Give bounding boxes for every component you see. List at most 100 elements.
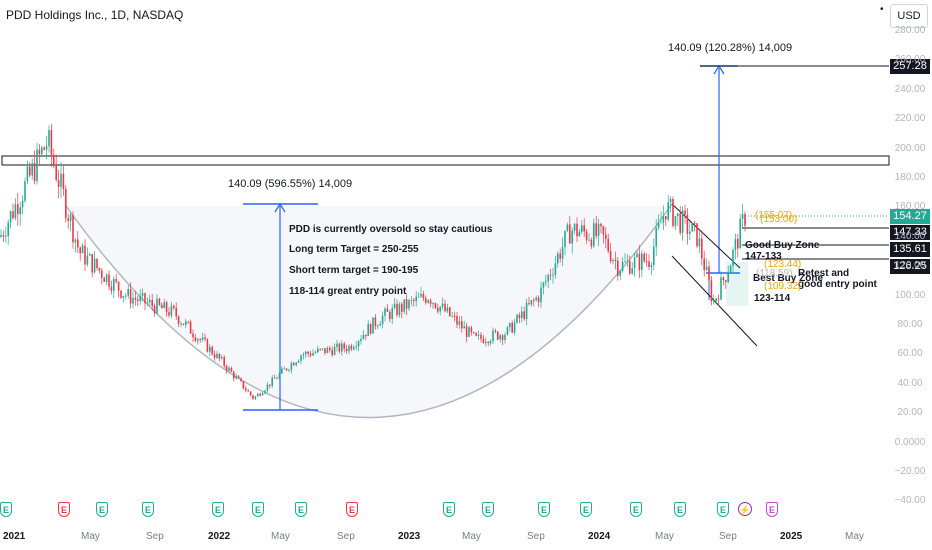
candle-body — [456, 316, 458, 325]
earnings-badge-icon[interactable]: E — [212, 502, 224, 517]
candle-body — [537, 297, 540, 303]
candle-body — [237, 376, 240, 379]
candle-body — [7, 222, 9, 237]
time-tick-label: May — [271, 531, 290, 542]
candle-body — [461, 321, 463, 329]
candle-body — [398, 304, 401, 316]
candle-body — [5, 236, 7, 237]
candle-body — [710, 280, 713, 302]
time-tick-label: 2024 — [588, 531, 611, 542]
candle-body — [38, 149, 41, 155]
candle-body — [389, 311, 391, 320]
candle-body — [547, 274, 549, 282]
earnings-badge-icon[interactable]: E — [630, 502, 642, 517]
candle-body — [264, 390, 266, 394]
retest-label-2: good entry point — [798, 279, 877, 290]
candle-body — [377, 325, 379, 327]
earnings-badge-icon[interactable]: E — [346, 502, 358, 517]
candle-body — [552, 274, 554, 276]
candle-body — [650, 264, 653, 267]
candle-body — [374, 317, 377, 327]
candle-body — [607, 238, 609, 252]
earnings-badge-icon[interactable]: E — [766, 502, 778, 517]
candle-body — [189, 321, 192, 334]
candle-body — [715, 298, 717, 301]
candle-body — [117, 281, 120, 291]
left-measure-label: 140.09 (596.55%) 14,009 — [228, 178, 353, 190]
candle-body — [341, 343, 343, 352]
best-buy-range-label: 123-114 — [754, 293, 791, 304]
earnings-badge-icon[interactable]: E — [443, 502, 455, 517]
price-tick-label: 260.00 — [894, 54, 926, 66]
candle-body — [129, 288, 132, 304]
candle-body — [653, 246, 655, 265]
price-tick-label: 140.00 — [894, 230, 926, 242]
candle-body — [511, 322, 513, 333]
candle-body — [336, 343, 338, 347]
candle-body — [485, 341, 487, 343]
candle-body — [168, 312, 170, 316]
earnings-badge-icon[interactable]: E — [295, 502, 307, 517]
price-tick-label: 40.00 — [897, 377, 923, 389]
earnings-badge-icon[interactable]: E — [482, 502, 494, 517]
candle-body — [86, 255, 89, 265]
earnings-badge-icon[interactable]: E — [96, 502, 108, 517]
candle-body — [480, 334, 482, 339]
candle-body — [192, 333, 194, 338]
candle-body — [492, 330, 494, 342]
candle-body — [297, 360, 300, 363]
candle-body — [593, 223, 595, 247]
candle-body — [233, 371, 235, 379]
candle-body — [417, 296, 420, 298]
earnings-badge-icon[interactable]: E — [674, 502, 686, 517]
earnings-badge-icon[interactable]: E — [142, 502, 154, 517]
menu-dot-icon[interactable]: • — [880, 4, 884, 15]
earnings-badge-icon[interactable]: E — [580, 502, 592, 517]
candle-body — [542, 282, 545, 288]
candle-body — [173, 305, 175, 308]
earnings-badge-icon[interactable]: E — [58, 502, 70, 517]
time-tick-label: May — [655, 531, 674, 542]
candle-body — [146, 302, 149, 304]
candle-body — [36, 149, 38, 182]
earnings-badge-icon[interactable]: E — [252, 502, 264, 517]
candle-body — [60, 173, 62, 187]
candle-body — [571, 230, 573, 244]
dividend-lightning-icon[interactable]: ⚡ — [738, 502, 752, 516]
candle-body — [355, 346, 357, 348]
candle-body — [662, 216, 665, 223]
candle-body — [521, 311, 523, 319]
candle-body — [655, 227, 657, 247]
candle-body — [357, 341, 360, 347]
candle-body — [305, 351, 307, 355]
candle-body — [53, 154, 55, 165]
candle-body — [77, 239, 79, 248]
candle-body — [468, 327, 470, 337]
candle-body — [698, 238, 701, 247]
price-tick-label: 60.00 — [897, 348, 923, 360]
candle-body — [345, 348, 348, 352]
candle-body — [369, 323, 372, 334]
candle-body — [333, 346, 336, 355]
candle-body — [317, 348, 319, 353]
currency-button[interactable]: USD — [890, 4, 928, 28]
candle-body — [240, 378, 242, 382]
candle-body — [50, 130, 53, 155]
candle-body — [103, 277, 105, 282]
earnings-badge-icon[interactable]: E — [538, 502, 550, 517]
time-tick-label: 2022 — [208, 531, 231, 542]
price-tick-label: 160.00 — [894, 201, 926, 213]
earnings-badge-icon[interactable]: E — [717, 502, 729, 517]
candle-body — [242, 381, 245, 389]
time-tick-label: 2023 — [398, 531, 421, 542]
candle-body — [326, 347, 329, 354]
candle-body — [674, 216, 677, 226]
candle-body — [276, 378, 278, 380]
candle-body — [444, 303, 446, 312]
candle-body — [252, 395, 254, 399]
earnings-badge-icon[interactable]: E — [0, 502, 12, 517]
candle-body — [206, 339, 209, 352]
price-tick-label: 220.00 — [894, 113, 926, 125]
candle-body — [501, 335, 504, 340]
